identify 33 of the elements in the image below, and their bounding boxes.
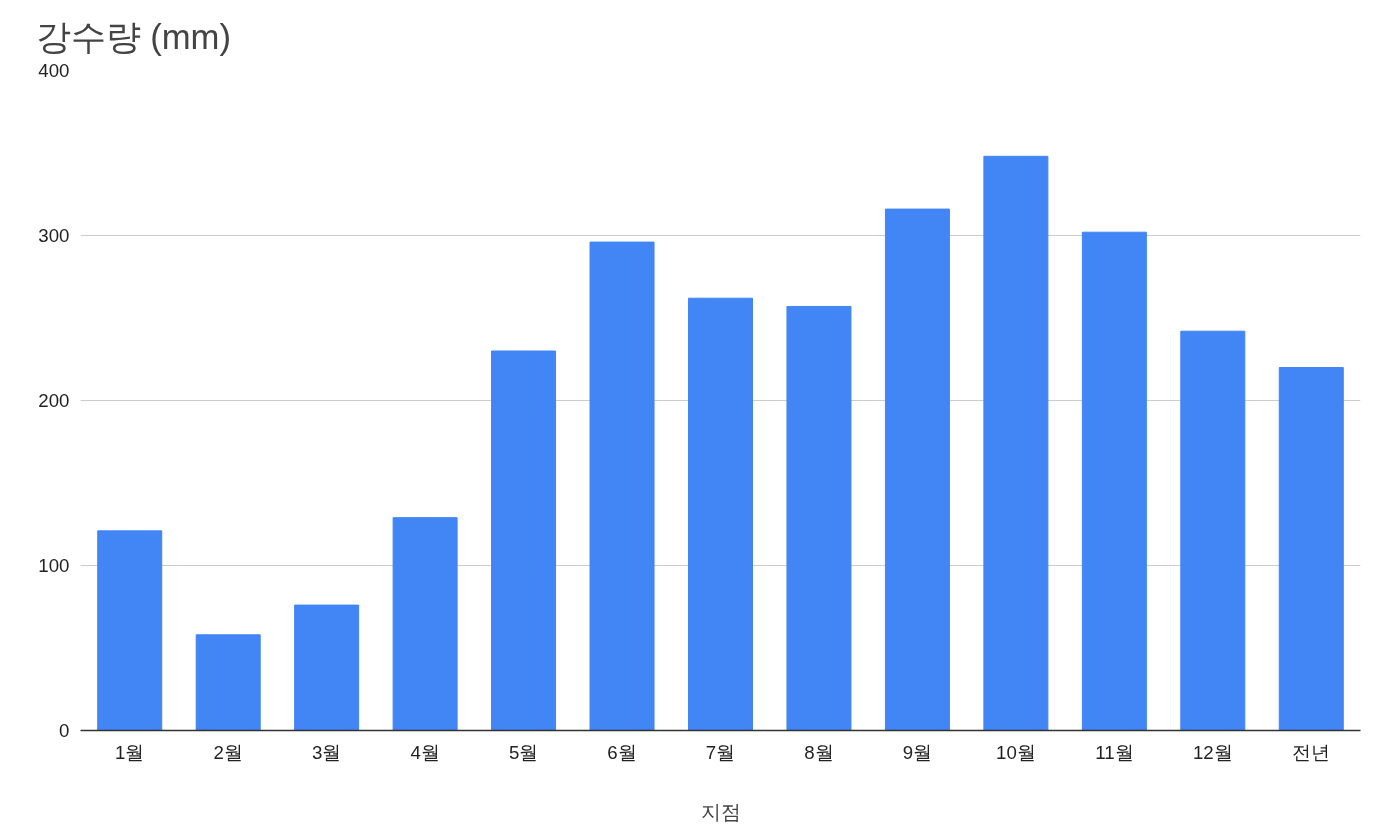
x-tick-label: 3월 — [311, 741, 342, 763]
bar — [97, 530, 163, 731]
x-axis-title: 지점 — [700, 800, 741, 823]
bar — [786, 305, 852, 731]
bar — [1081, 231, 1147, 731]
x-tick-label: 전년 — [1292, 741, 1331, 763]
x-tick-label: 6월 — [607, 741, 637, 763]
bar — [688, 297, 753, 731]
chart-title: 강수량 (mm) — [35, 17, 231, 56]
y-tick-label: 300 — [38, 225, 70, 246]
x-tick-label: 12월 — [1192, 741, 1233, 763]
x-tick-label: 7월 — [705, 741, 736, 763]
bar — [983, 155, 1049, 731]
bar — [1180, 330, 1246, 731]
x-tick-label: 1월 — [115, 741, 145, 763]
bar — [294, 604, 360, 731]
bar — [195, 634, 261, 731]
x-tick-label: 9월 — [902, 741, 933, 763]
bar — [884, 208, 950, 731]
bar — [491, 350, 557, 731]
x-tick-label: 8월 — [804, 741, 834, 763]
x-tick-label: 10월 — [996, 741, 1036, 763]
bar — [1278, 367, 1344, 731]
x-tick-label: 2월 — [213, 741, 243, 763]
x-tick-label: 5월 — [508, 741, 539, 763]
y-tick-label: 0 — [59, 720, 70, 741]
bar — [392, 517, 458, 731]
y-tick-label: 100 — [38, 555, 70, 576]
y-tick-label: 200 — [38, 390, 70, 411]
x-tick-label: 4월 — [410, 741, 440, 763]
x-tick-label: 11월 — [1095, 741, 1134, 763]
y-tick-label: 400 — [38, 60, 70, 81]
bar — [589, 241, 655, 731]
